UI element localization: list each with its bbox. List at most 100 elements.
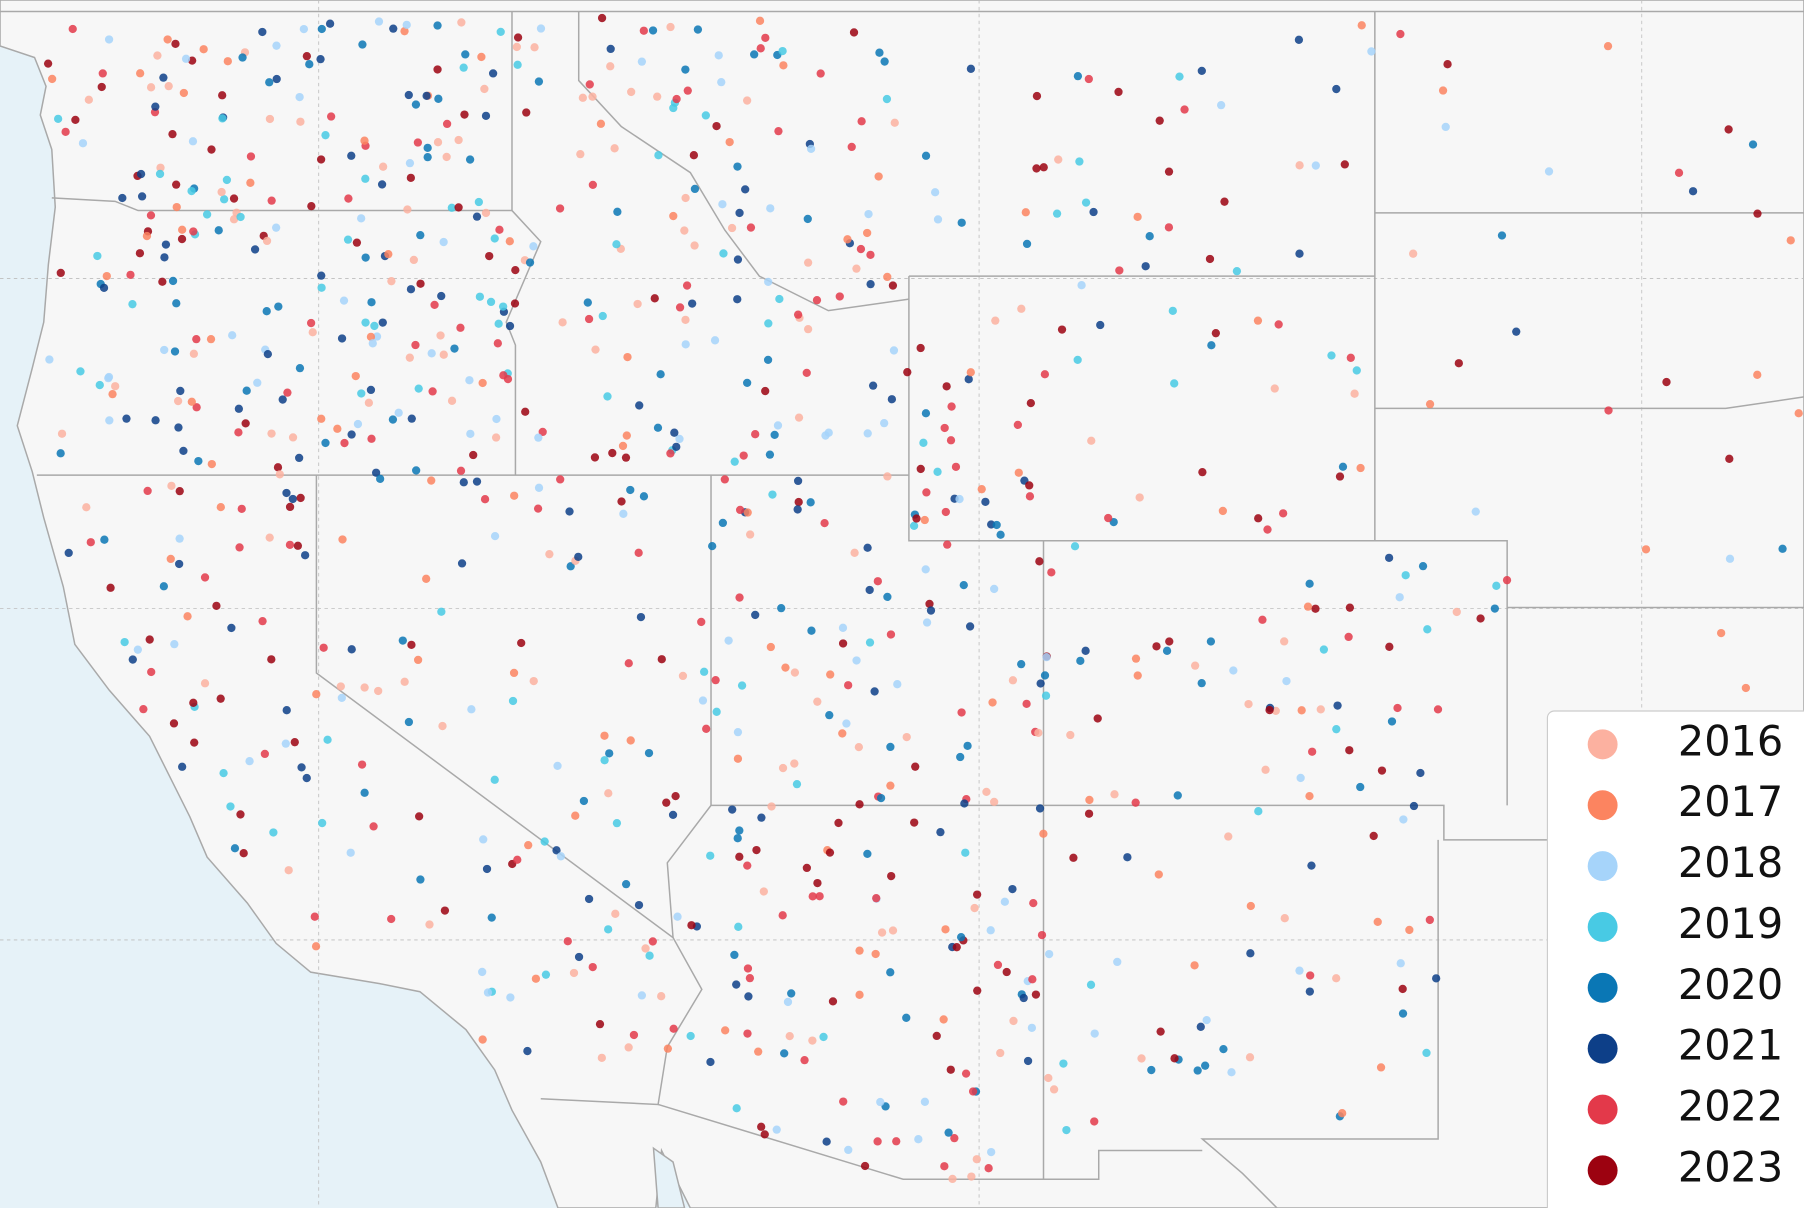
incident-dot	[236, 212, 245, 222]
incident-dot	[1207, 341, 1216, 350]
incident-dot	[803, 214, 812, 224]
incident-dot	[412, 466, 421, 475]
incident-dot	[416, 875, 425, 884]
incident-dot	[725, 137, 734, 147]
incident-dot	[1265, 705, 1274, 715]
incident-dot	[45, 355, 54, 364]
incident-dot	[888, 926, 898, 935]
incident-dot	[639, 492, 649, 501]
incident-dot	[1154, 870, 1163, 879]
incident-dot	[1385, 642, 1394, 651]
incident-dot	[316, 155, 326, 164]
incident-dot	[886, 781, 895, 790]
incident-dot	[437, 291, 446, 301]
incident-dot	[158, 277, 167, 286]
incident-dot	[496, 27, 505, 37]
incident-dot	[364, 398, 374, 407]
incident-dot	[223, 57, 232, 66]
incident-dot	[394, 408, 403, 417]
incident-dot	[1131, 798, 1140, 807]
incident-dot	[569, 968, 579, 978]
incident-dot	[990, 584, 999, 594]
incident-dot	[312, 690, 321, 699]
incident-dot	[876, 793, 886, 803]
incident-dot	[785, 1031, 794, 1041]
incident-dot	[438, 721, 447, 731]
incident-dot	[1162, 646, 1172, 655]
incident-dot	[591, 345, 600, 354]
incident-dot	[1305, 579, 1314, 588]
incident-dot	[346, 848, 355, 857]
incident-dot	[1246, 949, 1255, 958]
incident-dot	[1395, 593, 1404, 602]
incident-dot	[732, 980, 741, 989]
incident-dot	[172, 202, 181, 212]
incident-dot	[163, 35, 172, 44]
incident-dot	[258, 617, 267, 626]
incident-dot	[764, 319, 773, 328]
incident-dot	[702, 724, 711, 733]
incident-dot	[911, 762, 920, 771]
incident-dot	[874, 172, 883, 181]
incident-dot	[574, 552, 583, 561]
incident-dot	[1057, 325, 1067, 334]
incident-dot	[1244, 699, 1253, 709]
incident-dot	[474, 197, 483, 207]
incident-dot	[1405, 925, 1414, 935]
incident-dot	[1022, 239, 1032, 249]
incident-dot	[922, 488, 931, 497]
incident-dot	[168, 130, 177, 139]
incident-dot	[921, 409, 931, 418]
incident-dot	[680, 226, 689, 235]
incident-dot	[414, 384, 423, 393]
incident-dot	[258, 27, 267, 37]
incident-dot	[940, 423, 949, 433]
incident-dot	[775, 294, 784, 304]
incident-dot	[71, 115, 80, 125]
incident-dot	[1114, 87, 1123, 97]
incident-dot	[133, 645, 142, 654]
incident-dot	[735, 505, 745, 515]
incident-dot	[1164, 167, 1174, 176]
incident-dot	[835, 292, 844, 301]
incident-dot	[319, 643, 328, 652]
incident-dot	[192, 335, 201, 344]
incident-dot	[454, 135, 463, 145]
incident-dot	[347, 645, 356, 654]
incident-dot	[1376, 1063, 1386, 1072]
incident-dot	[143, 486, 152, 496]
incident-dot	[627, 87, 636, 97]
incident-dot	[1201, 1061, 1210, 1070]
incident-dot	[480, 84, 489, 94]
incident-dot	[299, 24, 309, 34]
incident-dot	[584, 314, 594, 324]
incident-dot	[436, 331, 445, 340]
incident-dot	[1280, 637, 1289, 646]
incident-dot	[525, 258, 535, 267]
incident-dot	[712, 707, 721, 716]
incident-dot	[733, 255, 743, 264]
incident-dot	[1198, 468, 1207, 477]
incident-dot	[1059, 1059, 1068, 1068]
incident-dot	[670, 428, 679, 437]
incident-dot	[663, 1044, 673, 1053]
incident-dot	[590, 453, 600, 462]
incident-dot	[1357, 21, 1366, 30]
incident-dot	[701, 111, 710, 120]
incident-dot	[1197, 66, 1206, 76]
incident-dot	[48, 74, 57, 84]
incident-dot	[521, 407, 530, 416]
incident-dot	[1073, 72, 1083, 81]
incident-dot	[1502, 576, 1512, 585]
incident-dot	[53, 114, 63, 123]
incident-dot	[802, 368, 811, 378]
incident-dot	[200, 679, 210, 688]
incident-dot	[963, 741, 972, 750]
incident-dot	[863, 849, 872, 859]
incident-dot	[1040, 671, 1050, 680]
incident-dot	[600, 756, 609, 765]
incident-dot	[657, 992, 666, 1001]
incident-dot	[1180, 105, 1189, 114]
incident-dot	[190, 738, 199, 747]
